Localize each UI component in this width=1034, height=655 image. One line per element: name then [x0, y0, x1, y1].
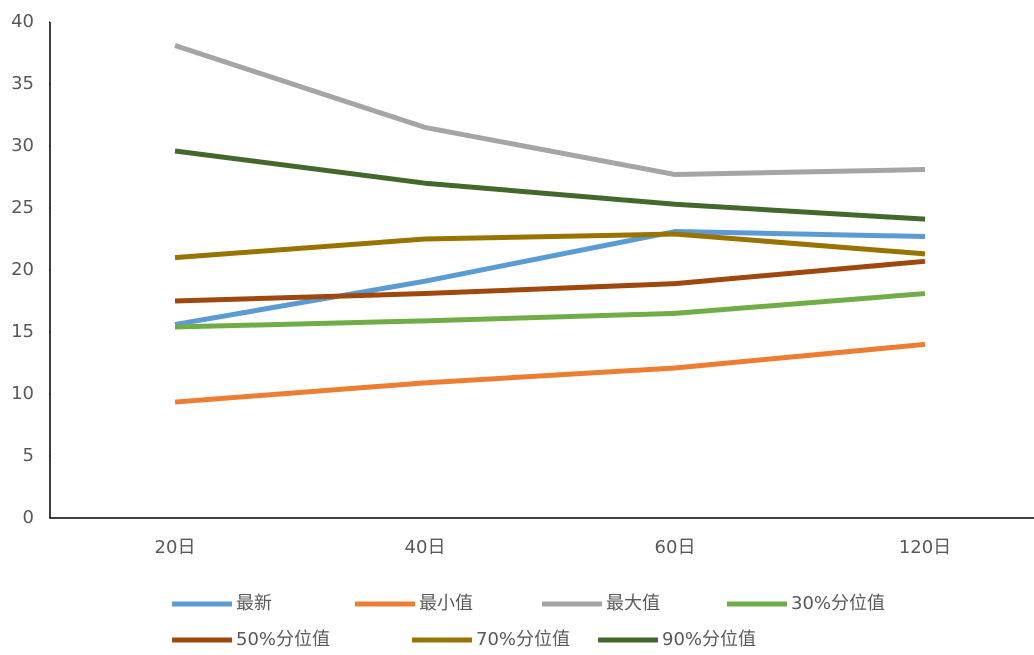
x-tick-label: 40日	[405, 537, 446, 558]
series-line	[174, 229, 926, 328]
series-line	[174, 148, 926, 222]
x-tick-label: 60日	[655, 537, 696, 558]
y-tick-label: 15	[11, 321, 34, 342]
legend-label: 70%分位值	[476, 629, 570, 650]
x-tick-label: 20日	[155, 537, 196, 558]
series-line	[174, 258, 926, 304]
series-line	[174, 291, 926, 330]
series-line	[174, 231, 926, 261]
legend-label: 30%分位值	[791, 593, 885, 614]
y-tick-label: 30	[11, 135, 34, 156]
legend-label: 最大值	[606, 593, 660, 614]
y-tick-label: 10	[11, 383, 34, 404]
legend-label: 90%分位值	[662, 629, 756, 650]
x-tick-label: 120日	[899, 537, 951, 558]
legend-label: 50%分位值	[236, 629, 330, 650]
series-line	[174, 341, 926, 405]
y-tick-label: 40	[11, 11, 34, 32]
y-tick-label: 20	[11, 259, 34, 280]
legend-label: 最新	[236, 593, 272, 614]
series-line	[174, 43, 926, 178]
y-tick-label: 25	[11, 197, 34, 218]
legend-label: 最小值	[419, 593, 473, 614]
y-tick-label: 35	[11, 73, 34, 94]
y-tick-label: 0	[23, 507, 34, 528]
y-tick-label: 5	[23, 445, 34, 466]
